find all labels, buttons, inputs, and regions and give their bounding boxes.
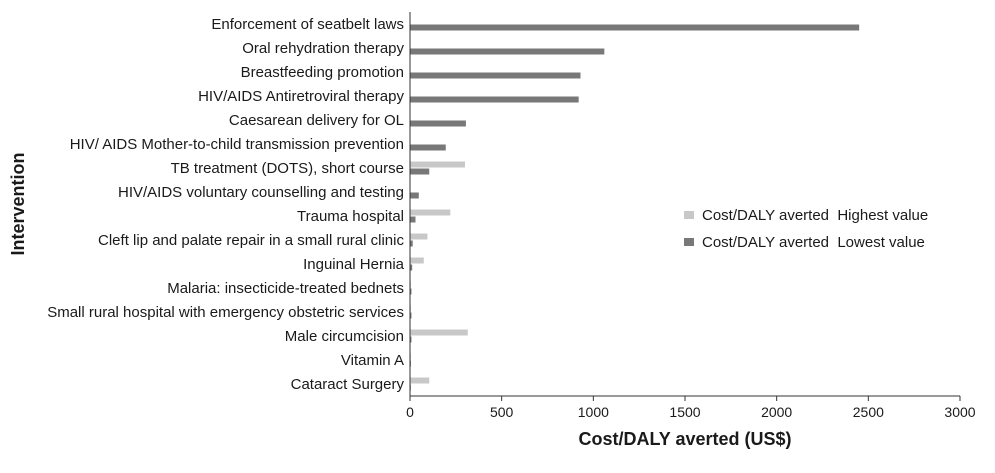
category-label: Cataract Surgery <box>291 376 405 393</box>
x-tick-label: 1000 <box>578 404 609 420</box>
category-label: Male circumcision <box>285 328 404 345</box>
category-label: Cleft lip and palate repair in a small r… <box>98 232 404 249</box>
x-tick-label: 500 <box>490 404 514 420</box>
bar-lowest-value <box>410 240 413 247</box>
bar-lowest-value <box>410 336 412 343</box>
x-tick-label: 2500 <box>853 404 884 420</box>
category-labels: Enforcement of seatbelt laws Oral rehydra… <box>47 16 404 393</box>
bar-lowest-value <box>410 120 466 127</box>
bar-lowest-value <box>410 48 605 55</box>
category-label: Inguinal Hernia <box>303 256 405 273</box>
y-axis-title: Intervention <box>8 152 28 255</box>
legend-swatch-lowest <box>684 238 694 246</box>
legend-label-lowest: Cost/DALY averted Lowest value <box>702 234 925 251</box>
category-label: HIV/AIDS Antiretroviral therapy <box>198 88 404 105</box>
bar-highest-value <box>410 329 468 336</box>
bar-highest-value <box>410 233 428 240</box>
x-axis-ticks: 0 500 1000 1500 2000 2500 3000 <box>406 396 976 420</box>
category-label: Small rural hospital with emergency obst… <box>47 304 404 321</box>
category-label: TB treatment (DOTS), short course <box>171 160 404 177</box>
bar-highest-value <box>410 377 430 384</box>
category-label: Caesarean delivery for OL <box>229 112 404 129</box>
category-label: Trauma hospital <box>297 208 404 225</box>
x-tick-label: 2000 <box>761 404 792 420</box>
bar-lowest-value <box>410 288 412 295</box>
category-label: Breastfeeding promotion <box>241 64 404 81</box>
bar-highest-value <box>410 161 465 168</box>
x-tick-label: 0 <box>406 404 414 420</box>
bar-lowest-value <box>410 96 579 103</box>
category-label: HIV/AIDS voluntary counselling and testi… <box>118 184 404 201</box>
bar-lowest-value <box>410 72 581 79</box>
category-label: Oral rehydration therapy <box>242 40 404 57</box>
category-label: Vitamin A <box>341 352 404 369</box>
category-label: Enforcement of seatbelt laws <box>211 16 404 33</box>
bar-lowest-value <box>410 192 419 199</box>
bar-lowest-value <box>410 168 430 175</box>
legend: Cost/DALY averted Highest value Cost/DALY… <box>684 207 928 251</box>
bar-lowest-value <box>410 264 413 271</box>
x-axis-title: Cost/DALY averted (US$) <box>578 429 791 449</box>
bar-lowest-value <box>410 24 860 31</box>
bar-highest-value <box>410 257 424 264</box>
bar-lowest-value <box>410 144 446 151</box>
x-tick-label: 3000 <box>944 404 975 420</box>
bar-lowest-value <box>410 216 416 223</box>
category-label: HIV/ AIDS Mother-to-child transmission p… <box>70 136 404 153</box>
category-label: Malaria: insecticide-treated bednets <box>167 280 404 297</box>
legend-swatch-highest <box>684 211 694 219</box>
bar-highest-value <box>410 209 451 216</box>
legend-label-highest: Cost/DALY averted Highest value <box>702 207 928 224</box>
bar-lowest-value <box>410 312 412 319</box>
x-tick-label: 1500 <box>669 404 700 420</box>
